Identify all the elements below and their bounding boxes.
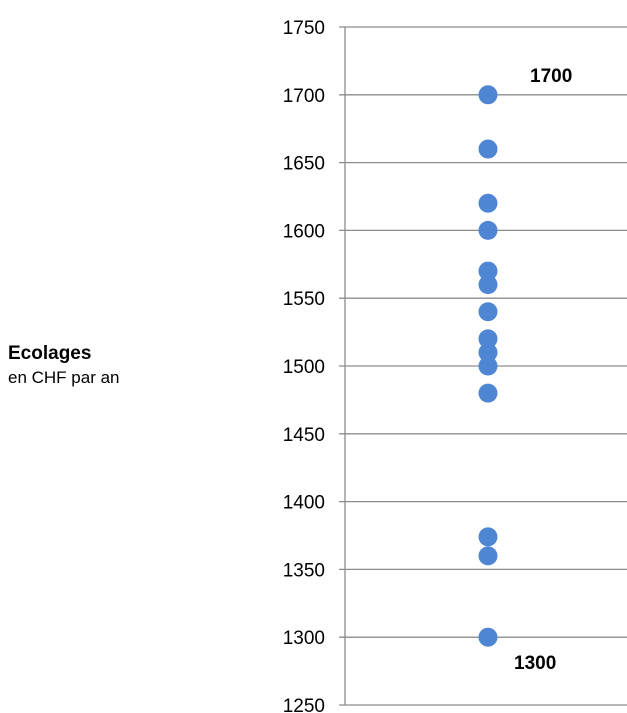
y-tick-label: 1450 (283, 425, 325, 446)
y-tick-label: 1400 (283, 493, 325, 514)
data-point (478, 546, 498, 566)
y-tick-label: 1750 (283, 18, 325, 39)
data-points (478, 85, 498, 647)
y-tick-labels: 1250 1300 1350 1400 1450 1500 1550 1600 1650 1700… (283, 18, 325, 713)
data-point (478, 329, 498, 349)
data-point (478, 193, 498, 213)
data-point (478, 302, 498, 322)
data-point (478, 342, 498, 362)
y-tick-label: 1500 (283, 357, 325, 378)
y-tick-label: 1350 (283, 560, 325, 581)
data-point (478, 275, 498, 295)
data-label: 1300 (514, 653, 556, 674)
y-tick-label: 1550 (283, 289, 325, 310)
data-point (478, 139, 498, 159)
data-annotations: 1700 1300 (514, 66, 572, 674)
data-point (478, 261, 498, 281)
data-point (478, 85, 498, 105)
data-label: 1700 (530, 66, 572, 87)
data-point (478, 383, 498, 403)
y-tick-label: 1300 (283, 628, 325, 649)
data-point (478, 627, 498, 647)
y-tick-label: 1700 (283, 86, 325, 107)
data-point (478, 527, 498, 547)
data-point (478, 220, 498, 240)
y-tick-label: 1600 (283, 221, 325, 242)
y-tick-label: 1650 (283, 154, 325, 175)
y-axis-subtitle: en CHF par an (8, 368, 120, 387)
y-tick-label: 1250 (283, 696, 325, 713)
y-axis-title: Ecolages (8, 343, 92, 364)
data-point (478, 356, 498, 376)
